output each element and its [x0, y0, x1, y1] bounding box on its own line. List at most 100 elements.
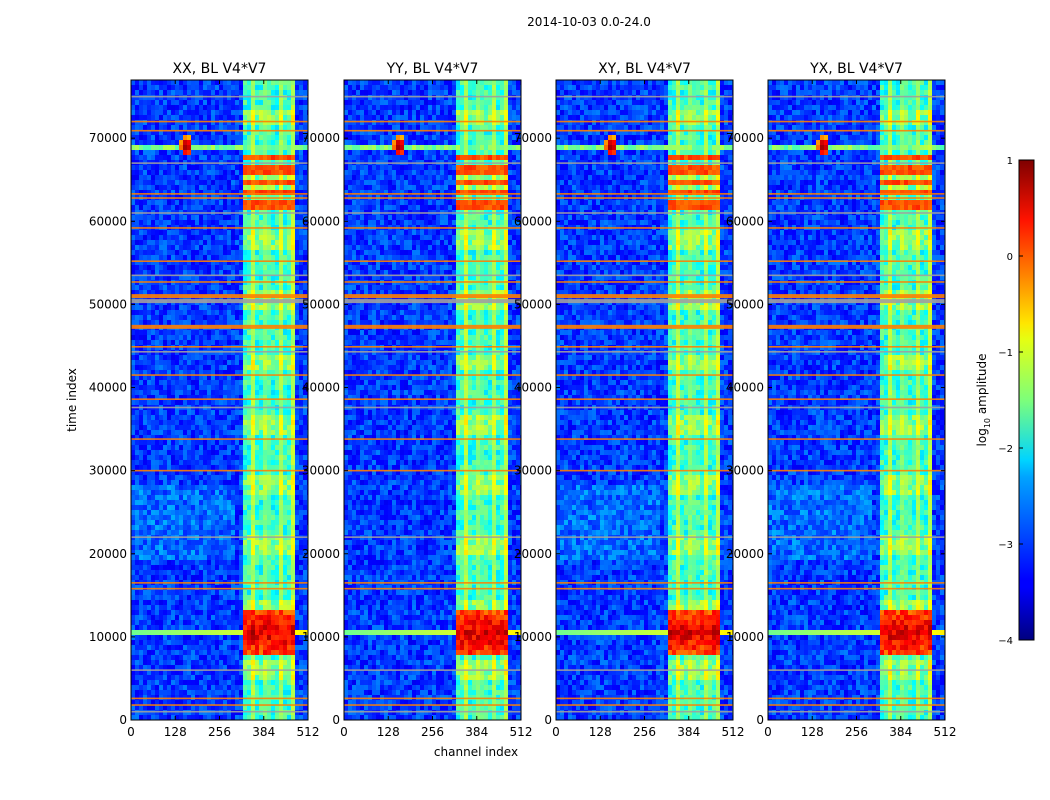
heatmap-cell — [227, 315, 231, 320]
heatmap-cell — [235, 500, 239, 505]
heatmap-cell — [139, 420, 143, 425]
heatmap-cell — [183, 385, 187, 390]
heatmap-cell — [275, 520, 279, 525]
heatmap-cell — [283, 515, 287, 520]
heatmap-cell — [287, 485, 291, 490]
heatmap-cell — [155, 265, 159, 270]
heatmap-cell — [223, 115, 227, 120]
heatmap-cell — [231, 175, 235, 180]
heatmap-cell — [267, 590, 271, 595]
heatmap-cell — [167, 185, 171, 190]
heatmap-cell — [163, 445, 167, 450]
heatmap-cell — [151, 550, 155, 555]
heatmap-cell — [235, 425, 239, 430]
heatmap-cell — [183, 180, 187, 185]
heatmap-cell — [239, 515, 243, 520]
heatmap-cell — [231, 95, 235, 100]
heatmap-cell — [151, 110, 155, 115]
heatmap-cell — [219, 145, 223, 150]
heatmap-cell — [191, 320, 195, 325]
heatmap-cell — [259, 450, 263, 455]
heatmap-cell — [227, 185, 231, 190]
heatmap-cell — [227, 365, 231, 370]
heatmap-cell — [227, 455, 231, 460]
heatmap-cell — [239, 590, 243, 595]
heatmap-cell — [179, 140, 183, 145]
heatmap-cell — [203, 400, 207, 405]
heatmap-cell — [239, 530, 243, 535]
heatmap-cell — [155, 430, 159, 435]
heatmap-cell — [227, 620, 231, 625]
heatmap-cell — [143, 270, 147, 275]
heatmap-cell — [207, 390, 211, 395]
heatmap-cell — [195, 245, 199, 250]
heatmap-cell — [159, 310, 163, 315]
heatmap-cell — [247, 465, 251, 470]
heatmap-cell — [135, 230, 139, 235]
heatmap-cell — [171, 380, 175, 385]
heatmap-cell — [247, 140, 251, 145]
heatmap-cell — [271, 455, 275, 460]
heatmap-cell — [219, 390, 223, 395]
heatmap-cell — [187, 410, 191, 415]
heatmap-cell — [255, 180, 259, 185]
heatmap-cell — [275, 270, 279, 275]
heatmap-cell — [167, 435, 171, 440]
heatmap-cell — [167, 235, 171, 240]
heatmap-cell — [147, 135, 151, 140]
heatmap-cell — [143, 335, 147, 340]
heatmap-cell — [199, 235, 203, 240]
heatmap-cell — [235, 340, 239, 345]
heatmap-cell — [247, 540, 251, 545]
heatmap-cell — [303, 390, 307, 395]
heatmap-cell — [275, 260, 279, 265]
heatmap-cell — [211, 500, 215, 505]
heatmap-cell — [235, 615, 239, 620]
heatmap-cell — [295, 370, 299, 375]
heatmap-cell — [247, 500, 251, 505]
heatmap-cell — [175, 215, 179, 220]
heatmap-cell — [143, 85, 147, 90]
heatmap-cell — [191, 515, 195, 520]
heatmap-cell — [179, 525, 183, 530]
heatmap-cell — [183, 230, 187, 235]
heatmap-cell — [203, 205, 207, 210]
heatmap-cell — [187, 385, 191, 390]
heatmap-cell — [215, 245, 219, 250]
heatmap-cell — [263, 120, 267, 125]
heatmap-cell — [195, 485, 199, 490]
heatmap-cell — [211, 105, 215, 110]
heatmap-cell — [287, 490, 291, 495]
heatmap-cell — [147, 400, 151, 405]
heatmap-cell — [175, 400, 179, 405]
heatmap-cell — [187, 90, 191, 95]
heatmap-cell — [211, 305, 215, 310]
heatmap-cell — [163, 80, 167, 85]
heatmap-cell — [207, 520, 211, 525]
heatmap-cell — [171, 340, 175, 345]
heatmap-cell — [303, 375, 307, 380]
heatmap-cell — [303, 200, 307, 205]
heatmap-cell — [171, 595, 175, 600]
heatmap-cell — [203, 425, 207, 430]
heatmap-cell — [191, 455, 195, 460]
heatmap-cell — [203, 285, 207, 290]
heatmap-cell — [283, 165, 287, 170]
heatmap-cell — [223, 245, 227, 250]
heatmap-cell — [199, 240, 203, 245]
heatmap-cell — [267, 510, 271, 515]
heatmap-cell — [299, 360, 303, 365]
heatmap-cell — [267, 440, 271, 445]
heatmap-cell — [251, 565, 255, 570]
heatmap-cell — [211, 215, 215, 220]
heatmap-cell — [267, 600, 271, 605]
heatmap-cell — [171, 180, 175, 185]
heatmap-cell — [199, 545, 203, 550]
heatmap-cell — [255, 85, 259, 90]
heatmap-cell — [271, 180, 275, 185]
heatmap-cell — [139, 575, 143, 580]
heatmap-cell — [267, 130, 271, 135]
heatmap-cell — [255, 380, 259, 385]
heatmap-cell — [275, 250, 279, 255]
heatmap-cell — [299, 85, 303, 90]
